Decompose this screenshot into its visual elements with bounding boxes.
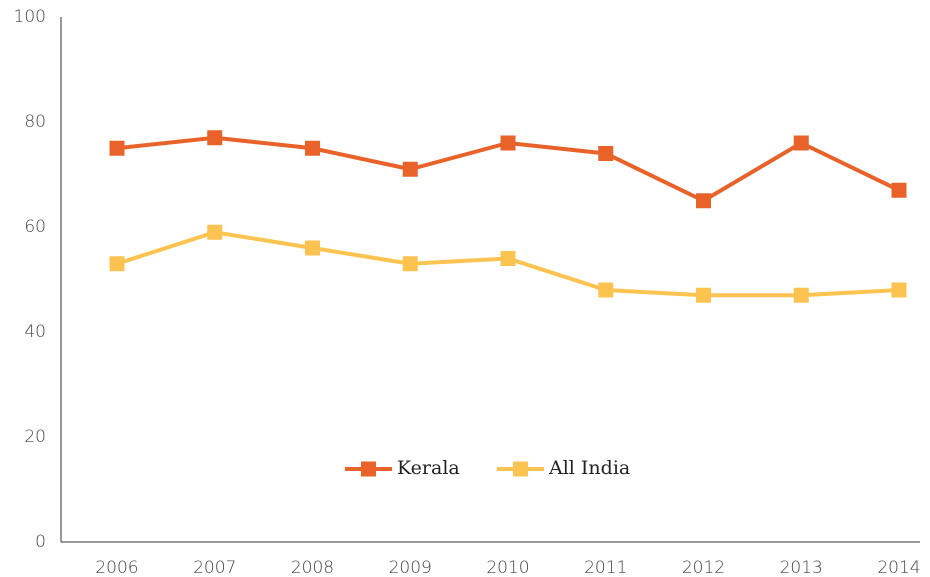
marker [891,282,907,298]
x-tick-label: 2011 [584,558,627,577]
marker [402,161,418,177]
marker [207,130,223,146]
marker [305,140,320,156]
y-tick-label: 100 [14,7,46,27]
marker [793,287,809,303]
x-tick-label: 2006 [95,558,138,577]
x-tick-label: 2010 [486,558,529,577]
x-tick-label: 2008 [291,558,334,577]
x-tick-label: 2007 [193,558,236,577]
marker [305,240,320,256]
marker [793,135,809,151]
x-tick-label: 2009 [389,558,432,577]
legend-marker [361,461,376,477]
legend-label: All India [548,457,630,479]
y-tick-label: 80 [24,112,46,132]
marker [891,182,907,198]
y-tick-label: 60 [24,217,46,237]
legend-label: Kerala [397,457,460,479]
marker [402,256,418,272]
marker [696,287,711,303]
y-tick-label: 20 [24,427,46,447]
marker [500,135,516,151]
y-tick-label: 0 [35,532,46,552]
marker [598,146,614,161]
marker [207,224,223,240]
marker [109,256,125,272]
marker [598,282,614,298]
marker [500,251,516,266]
x-tick-label: 2013 [780,558,823,577]
x-tick-label: 2014 [877,558,920,577]
marker [696,193,711,209]
marker [109,140,125,156]
y-tick-label: 40 [24,322,46,342]
legend-marker [513,461,528,477]
x-tick-label: 2012 [682,558,725,577]
